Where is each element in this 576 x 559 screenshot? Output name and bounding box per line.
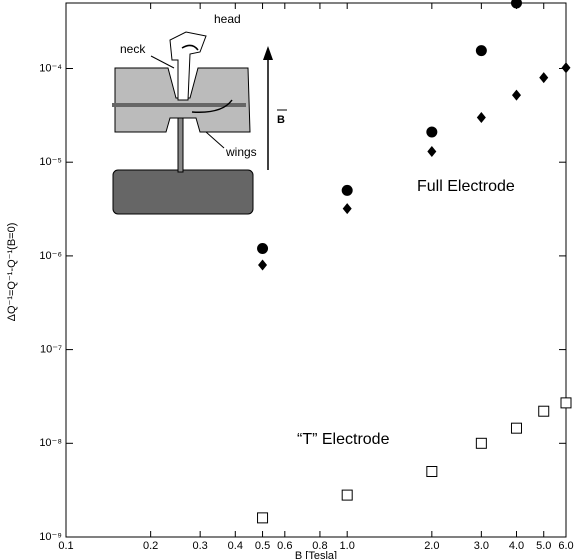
- x-tick-label: 1.0: [340, 540, 355, 552]
- rotation-arrow: [191, 99, 233, 113]
- y-tick-label: 10⁻⁶: [39, 250, 62, 262]
- x-tick-label: 3.0: [474, 540, 489, 552]
- inset-label: neck: [120, 42, 146, 56]
- x-tick-label: 0.6: [277, 540, 292, 552]
- point: [538, 405, 550, 417]
- x-tick-label: 0.5: [255, 540, 270, 552]
- y-axis-title: ΔQ⁻¹=Q⁻¹-Q⁻¹(B=0): [6, 223, 18, 322]
- point: [561, 62, 571, 74]
- stem: [177, 109, 184, 173]
- x-tick-label: 0.3: [193, 540, 208, 552]
- beam: [112, 103, 246, 107]
- point: [539, 72, 549, 84]
- point: [426, 466, 438, 478]
- x-tick-label: 0.2: [143, 540, 158, 552]
- point: [258, 259, 268, 271]
- inset-label: wings: [225, 145, 257, 159]
- y-tick-label: 10⁻⁷: [40, 344, 62, 356]
- x-tick-label: 0.1: [58, 540, 73, 552]
- point: [257, 242, 269, 254]
- x-tick-label: 2.0: [424, 540, 439, 552]
- y-tick-label: 10⁻⁸: [39, 437, 62, 449]
- pointer: [150, 55, 175, 69]
- x-tick-label: 4.0: [509, 540, 524, 552]
- point: [476, 111, 486, 123]
- electrode-block: [112, 169, 254, 215]
- x-axis-title: B [Tesla]: [295, 550, 337, 559]
- point: [257, 512, 269, 524]
- x-tick-label: 6.0: [558, 540, 573, 552]
- inset-label: head: [214, 12, 241, 26]
- field-arrowhead: [263, 46, 273, 60]
- y-tick-label: 10⁻⁹: [39, 531, 62, 543]
- annotation: Full Electrode: [417, 178, 515, 195]
- y-tick-label: 10⁻⁴: [39, 62, 62, 74]
- annotation: “T” Electrode: [297, 431, 390, 448]
- point: [341, 184, 353, 196]
- rotation-arrow: [181, 44, 199, 51]
- y-tick-label: 10⁻⁵: [39, 156, 62, 168]
- inset-label: B: [277, 114, 285, 126]
- point: [560, 397, 572, 409]
- point: [427, 146, 437, 158]
- point: [511, 89, 521, 101]
- point: [426, 126, 438, 138]
- point: [342, 203, 352, 215]
- x-tick-label: 5.0: [536, 540, 551, 552]
- x-tick-label: 0.8: [312, 540, 327, 552]
- point: [475, 45, 487, 57]
- point: [341, 489, 353, 501]
- point: [475, 437, 487, 449]
- point: [510, 422, 522, 434]
- point: [510, 0, 522, 9]
- inset-diagram: head neck wings B: [112, 12, 287, 215]
- pointer: [205, 131, 225, 149]
- plot-frame: [65, 2, 567, 538]
- x-tick-label: 0.4: [228, 540, 243, 552]
